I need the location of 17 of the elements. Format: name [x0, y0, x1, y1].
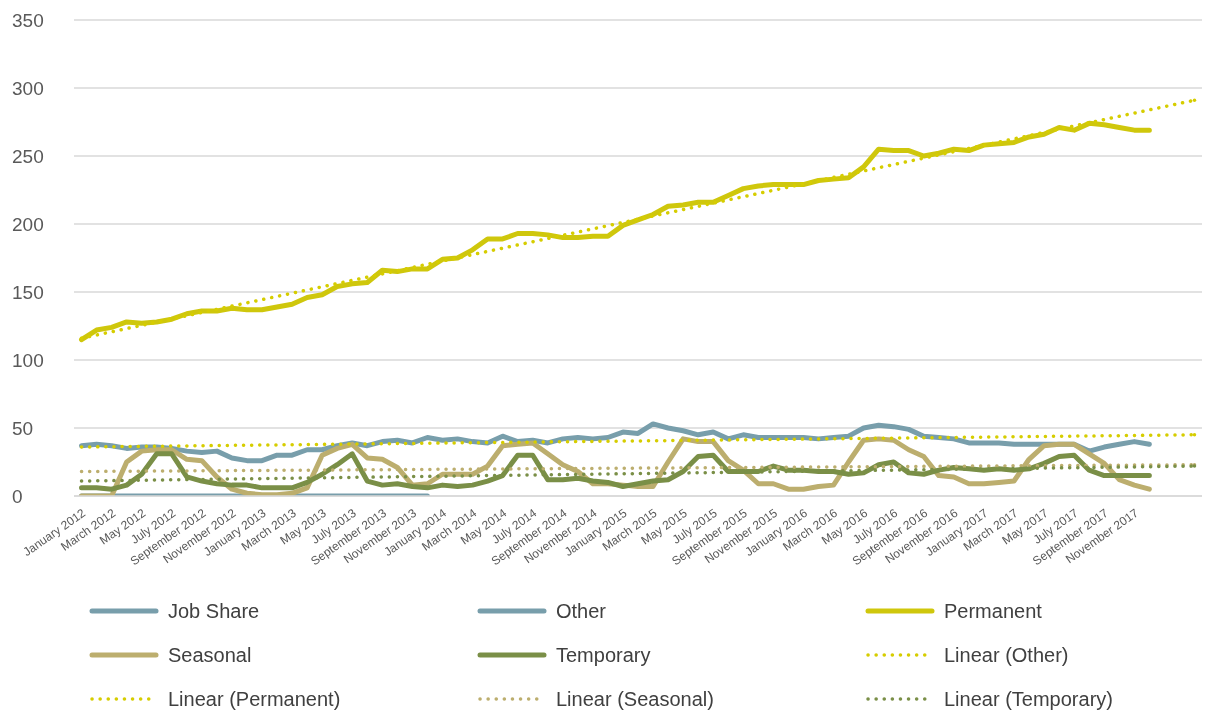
- y-tick-label: 0: [12, 485, 23, 507]
- legend-label: Temporary: [556, 643, 651, 667]
- legend-label: Seasonal: [168, 643, 252, 667]
- legend-label: Permanent: [944, 599, 1042, 623]
- y-tick-label: 100: [12, 349, 44, 371]
- y-tick-label: 350: [12, 9, 44, 31]
- y-tick-label: 200: [12, 213, 44, 235]
- y-tick-label: 250: [12, 145, 44, 167]
- legend-label: Linear (Permanent): [168, 687, 341, 711]
- legend-label: Linear (Other): [944, 643, 1069, 667]
- legend-label: Other: [556, 599, 607, 623]
- y-tick-label: 50: [12, 417, 34, 439]
- legend-label: Job Share: [168, 599, 260, 623]
- y-tick-label: 150: [12, 281, 44, 303]
- legend-label: Linear (Temporary): [944, 687, 1113, 711]
- legend-label: Linear (Seasonal): [556, 687, 714, 711]
- y-tick-label: 300: [12, 77, 44, 99]
